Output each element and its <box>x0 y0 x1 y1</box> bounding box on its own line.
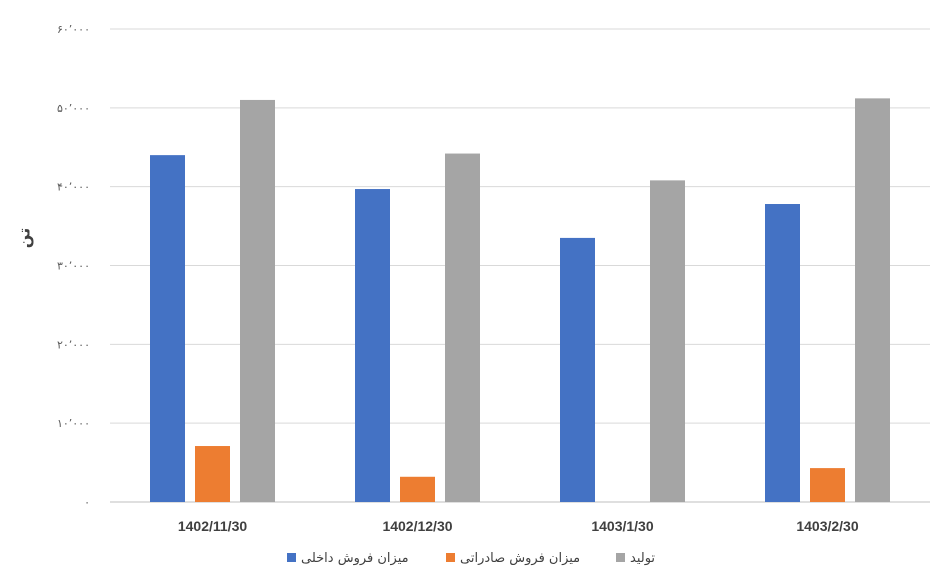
bar <box>765 204 800 502</box>
bar <box>150 155 185 502</box>
y-axis-label: تن <box>15 228 34 248</box>
legend-label: میزان فروش داخلی <box>301 551 409 566</box>
legend-swatch <box>616 553 625 562</box>
bar <box>400 476 435 502</box>
legend: میزان فروش داخلی میزان فروش صادراتی تولید <box>287 551 655 566</box>
y-axis-ticks: ۰ ۱۰٬۰۰۰ ۲۰٬۰۰۰ ۳۰٬۰۰۰ ۴۰٬۰۰۰ ۵۰٬۰۰۰ ۶۰٬۰۰۰ <box>57 23 90 509</box>
legend-label: میزان فروش صادراتی <box>460 551 580 566</box>
bar <box>240 99 275 502</box>
y-tick-label: ۵۰٬۰۰۰ <box>57 102 90 115</box>
legend-swatch <box>287 553 296 562</box>
bar <box>445 153 480 502</box>
y-tick-label: ۴۰٬۰۰۰ <box>57 181 90 194</box>
y-tick-label: ۱۰٬۰۰۰ <box>57 417 90 430</box>
y-tick-label: ۶۰٬۰۰۰ <box>57 23 90 36</box>
legend-label: تولید <box>630 551 655 566</box>
bar <box>355 189 390 502</box>
legend-swatch <box>446 553 455 562</box>
bar <box>855 98 890 502</box>
x-tick-label: 1403/1/30 <box>591 518 653 534</box>
x-tick-label: 1402/12/30 <box>382 518 452 534</box>
bar <box>810 468 845 502</box>
x-tick-label: 1403/2/30 <box>796 518 858 534</box>
bar <box>650 180 685 503</box>
y-tick-label: ۳۰٬۰۰۰ <box>57 260 90 273</box>
bar <box>560 237 595 503</box>
x-axis-categories: 1402/11/30 1402/12/30 1403/1/30 1403/2/30 <box>178 518 859 534</box>
x-tick-label: 1402/11/30 <box>178 518 248 534</box>
bars <box>150 98 890 503</box>
bar <box>195 446 230 502</box>
y-tick-label: ۰ <box>84 496 90 509</box>
gridlines <box>110 28 930 503</box>
y-tick-label: ۲۰٬۰۰۰ <box>57 338 90 351</box>
